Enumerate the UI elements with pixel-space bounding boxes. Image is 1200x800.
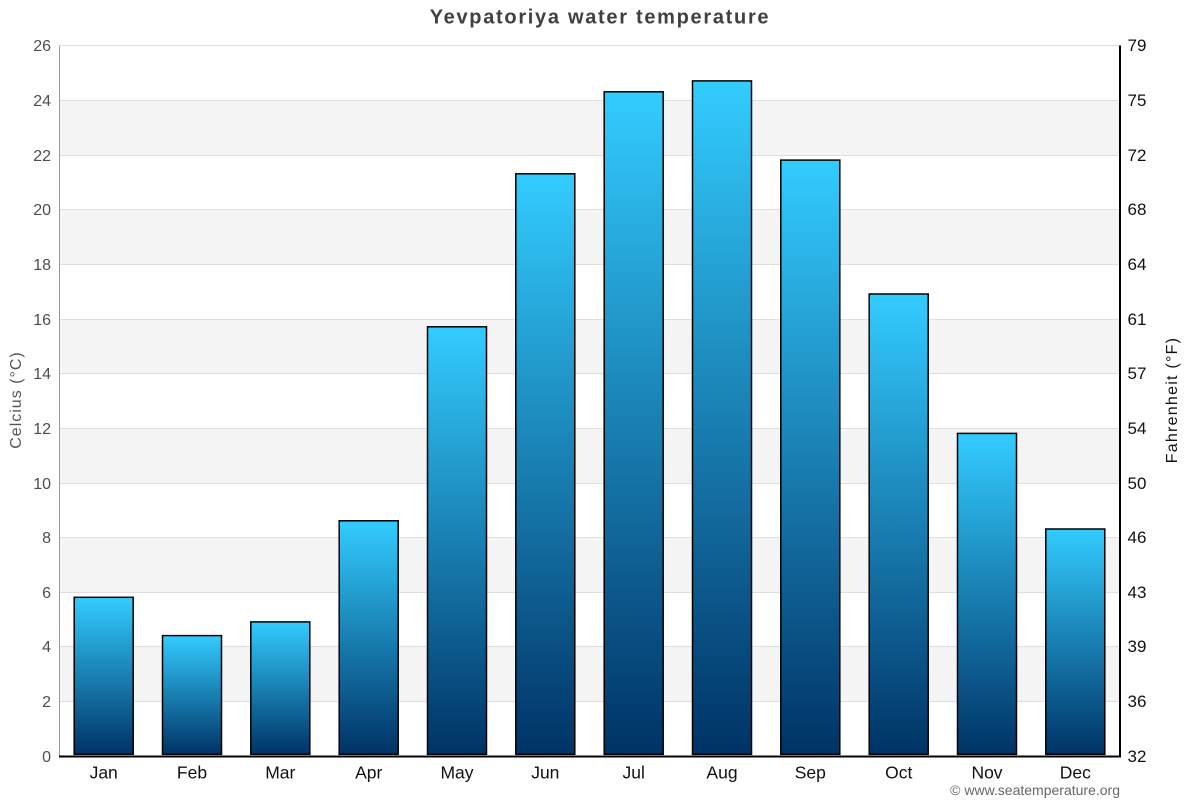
svg-text:79: 79 xyxy=(1128,36,1147,55)
svg-text:Yevpatoriya water temperature: Yevpatoriya water temperature xyxy=(430,7,771,29)
svg-text:Jan: Jan xyxy=(90,763,118,783)
svg-text:36: 36 xyxy=(1128,692,1147,711)
svg-text:Sep: Sep xyxy=(795,763,826,783)
svg-text:46: 46 xyxy=(1128,528,1147,547)
svg-text:22: 22 xyxy=(33,148,51,165)
svg-text:May: May xyxy=(440,763,473,783)
svg-text:4: 4 xyxy=(42,639,51,656)
svg-text:24: 24 xyxy=(33,93,51,110)
svg-text:Mar: Mar xyxy=(265,763,295,783)
svg-text:Nov: Nov xyxy=(971,763,1002,783)
svg-text:Dec: Dec xyxy=(1060,763,1091,783)
svg-text:8: 8 xyxy=(42,530,51,547)
svg-text:6: 6 xyxy=(42,585,51,602)
svg-text:Aug: Aug xyxy=(706,763,737,783)
svg-text:Feb: Feb xyxy=(177,763,207,783)
svg-text:43: 43 xyxy=(1128,583,1147,602)
svg-text:2: 2 xyxy=(42,694,51,711)
svg-text:© www.seatemperature.org: © www.seatemperature.org xyxy=(950,782,1120,798)
svg-text:10: 10 xyxy=(33,476,51,493)
svg-text:75: 75 xyxy=(1128,91,1147,110)
svg-text:Jun: Jun xyxy=(531,763,559,783)
svg-text:0: 0 xyxy=(42,749,51,766)
svg-text:Oct: Oct xyxy=(885,763,912,783)
svg-text:18: 18 xyxy=(33,257,51,274)
svg-text:14: 14 xyxy=(33,366,51,383)
svg-text:57: 57 xyxy=(1128,364,1147,383)
svg-text:50: 50 xyxy=(1128,474,1147,493)
svg-text:68: 68 xyxy=(1128,200,1147,219)
svg-text:Celcius (°C): Celcius (°C) xyxy=(8,351,25,449)
svg-text:Jul: Jul xyxy=(623,763,645,783)
svg-text:Fahrenheit (°F): Fahrenheit (°F) xyxy=(1164,337,1181,464)
svg-text:20: 20 xyxy=(33,202,51,219)
svg-text:54: 54 xyxy=(1128,419,1147,438)
svg-text:64: 64 xyxy=(1128,255,1147,274)
svg-text:72: 72 xyxy=(1128,146,1147,165)
svg-text:12: 12 xyxy=(33,421,51,438)
svg-text:26: 26 xyxy=(33,38,51,55)
svg-text:Apr: Apr xyxy=(355,763,382,783)
svg-text:16: 16 xyxy=(33,312,51,329)
svg-text:39: 39 xyxy=(1128,637,1147,656)
svg-text:61: 61 xyxy=(1128,310,1147,329)
svg-text:32: 32 xyxy=(1128,747,1147,766)
